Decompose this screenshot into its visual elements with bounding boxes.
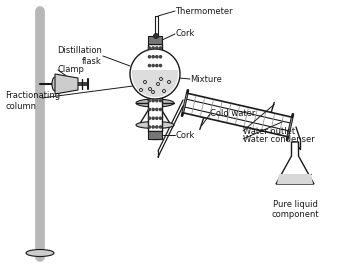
Text: Pure liquid
component: Pure liquid component bbox=[271, 200, 319, 220]
Circle shape bbox=[152, 56, 154, 58]
Circle shape bbox=[152, 126, 154, 128]
Circle shape bbox=[159, 82, 162, 84]
Text: Cork: Cork bbox=[175, 130, 194, 140]
Polygon shape bbox=[130, 49, 180, 99]
Circle shape bbox=[159, 117, 162, 119]
Circle shape bbox=[156, 100, 158, 102]
Ellipse shape bbox=[26, 250, 54, 257]
Circle shape bbox=[148, 100, 150, 102]
Text: Fractionating
column: Fractionating column bbox=[5, 91, 60, 111]
Circle shape bbox=[148, 117, 150, 119]
Circle shape bbox=[154, 34, 158, 38]
Circle shape bbox=[148, 91, 150, 93]
Text: Mixture: Mixture bbox=[190, 75, 222, 83]
Circle shape bbox=[152, 100, 154, 102]
FancyBboxPatch shape bbox=[148, 36, 162, 44]
Polygon shape bbox=[55, 74, 78, 94]
Text: Thermometer: Thermometer bbox=[175, 6, 233, 16]
Polygon shape bbox=[276, 142, 314, 184]
Circle shape bbox=[152, 65, 154, 67]
Circle shape bbox=[156, 126, 158, 128]
Circle shape bbox=[148, 56, 150, 58]
FancyBboxPatch shape bbox=[148, 44, 162, 131]
Circle shape bbox=[152, 47, 154, 49]
Circle shape bbox=[148, 73, 150, 75]
Circle shape bbox=[159, 100, 162, 102]
Circle shape bbox=[159, 56, 162, 58]
Circle shape bbox=[152, 82, 154, 84]
Circle shape bbox=[148, 82, 150, 84]
Circle shape bbox=[159, 73, 162, 75]
Circle shape bbox=[159, 108, 162, 111]
Circle shape bbox=[148, 65, 150, 67]
Circle shape bbox=[159, 91, 162, 93]
Ellipse shape bbox=[52, 77, 58, 91]
Text: Cork: Cork bbox=[175, 30, 194, 38]
FancyBboxPatch shape bbox=[148, 131, 162, 139]
Circle shape bbox=[159, 126, 162, 128]
Ellipse shape bbox=[136, 122, 174, 129]
Text: Water condenser: Water condenser bbox=[243, 134, 315, 143]
Circle shape bbox=[152, 117, 154, 119]
Circle shape bbox=[152, 91, 154, 93]
Circle shape bbox=[156, 73, 158, 75]
Text: Cold water: Cold water bbox=[210, 109, 255, 119]
Circle shape bbox=[152, 73, 154, 75]
Text: Distillation
flask: Distillation flask bbox=[57, 46, 102, 66]
Circle shape bbox=[156, 117, 158, 119]
Circle shape bbox=[156, 108, 158, 111]
Ellipse shape bbox=[136, 99, 174, 107]
Circle shape bbox=[156, 82, 158, 84]
Circle shape bbox=[148, 47, 150, 49]
Circle shape bbox=[156, 91, 158, 93]
Circle shape bbox=[156, 56, 158, 58]
Polygon shape bbox=[277, 174, 313, 184]
Circle shape bbox=[148, 126, 150, 128]
Circle shape bbox=[156, 65, 158, 67]
Circle shape bbox=[152, 108, 154, 111]
Circle shape bbox=[159, 65, 162, 67]
Polygon shape bbox=[132, 70, 178, 97]
Circle shape bbox=[156, 47, 158, 49]
Circle shape bbox=[148, 108, 150, 111]
Text: Clamp: Clamp bbox=[58, 65, 85, 75]
Text: Water outlet: Water outlet bbox=[243, 126, 295, 136]
Circle shape bbox=[159, 47, 162, 49]
